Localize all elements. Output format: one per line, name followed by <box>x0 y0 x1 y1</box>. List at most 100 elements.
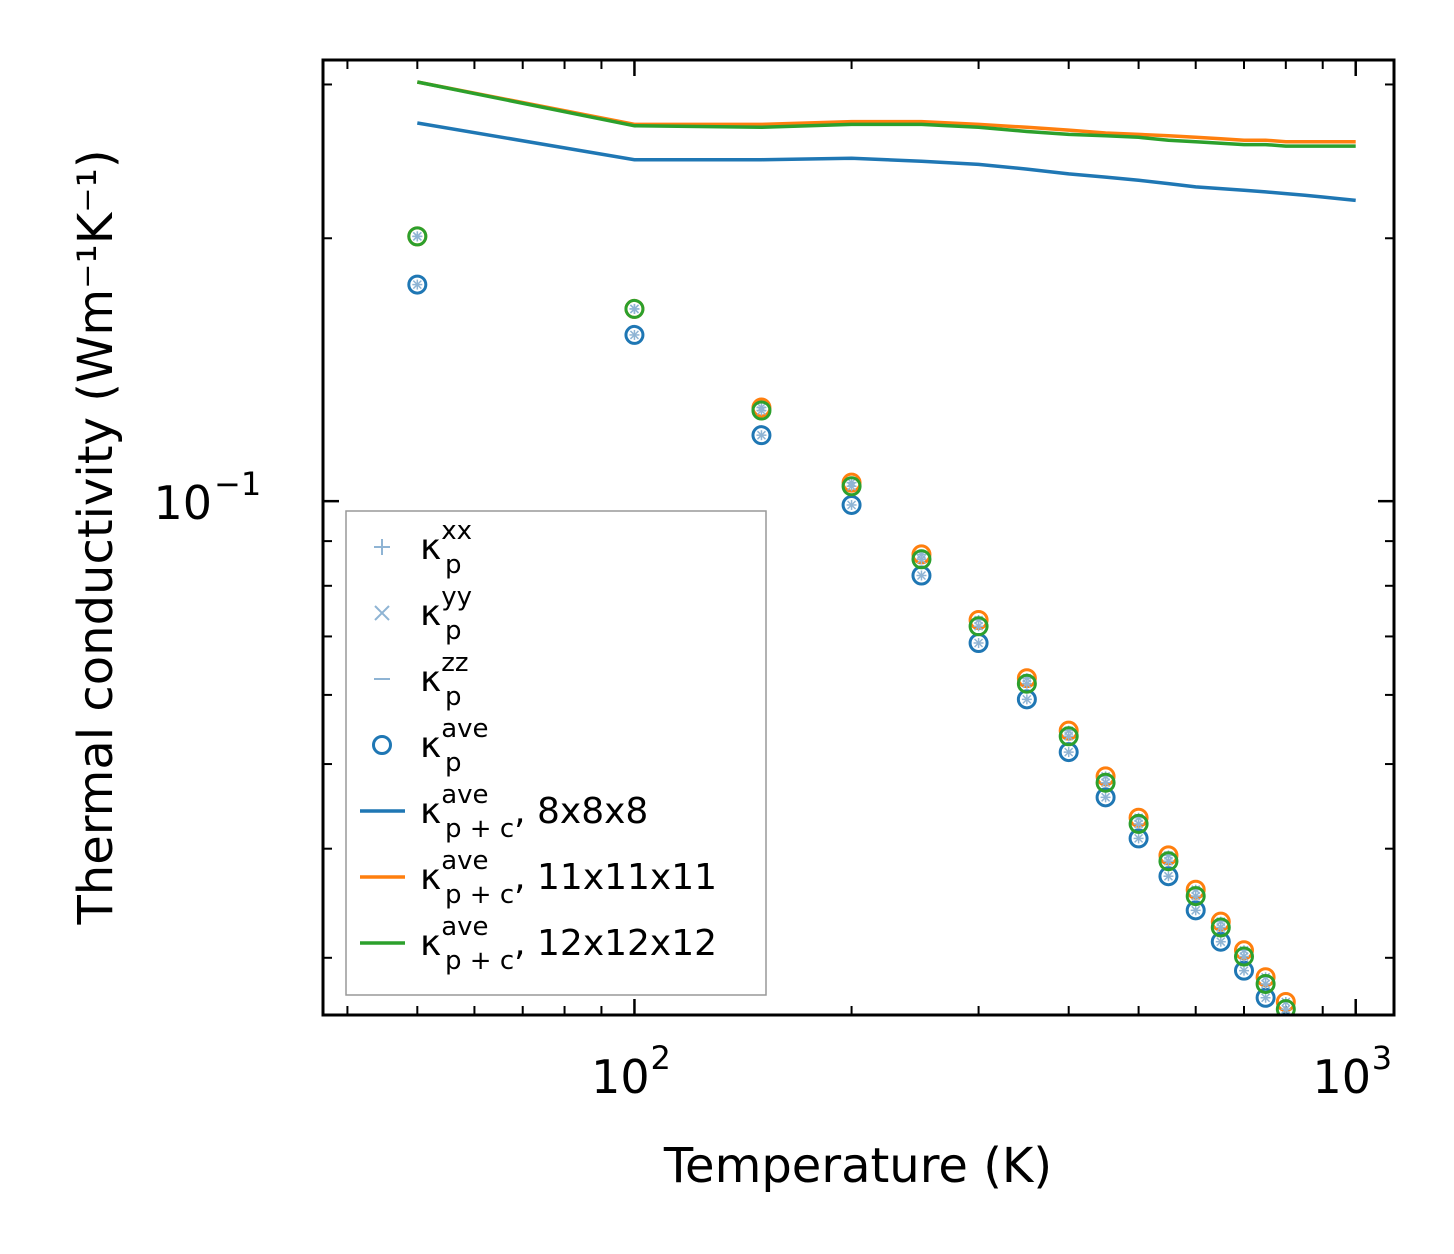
point-kp_ave_12x12x12 <box>841 476 862 497</box>
component-cross-marker <box>1101 778 1111 788</box>
component-cross-marker <box>1301 1021 1309 1029</box>
circle-marker <box>1233 960 1254 981</box>
circle-marker <box>911 549 932 570</box>
plot-frame <box>321 58 1396 1017</box>
component-cross-marker <box>1301 1021 1309 1029</box>
point-kp_ave_8x8x8 <box>407 274 428 295</box>
component-cross-marker <box>1022 679 1032 689</box>
point-kp_ave_12x12x12 <box>1016 673 1037 694</box>
circle-marker <box>1210 931 1231 952</box>
circle-marker <box>1255 987 1276 1008</box>
legend-label: κave p <box>420 714 489 778</box>
legend-entry: κave p + c, 11x11x11 <box>360 846 717 910</box>
point-kp_ave_11x11x11 <box>1296 1017 1313 1034</box>
point-kp_ave_12x12x12 <box>1233 946 1254 967</box>
component-cross-marker <box>629 304 639 314</box>
component-cross-marker <box>1301 1042 1309 1050</box>
component-cross-marker <box>1239 966 1249 976</box>
legend-circle-icon <box>372 735 392 755</box>
x-axis-title: Temperature (K) <box>663 1138 1052 1194</box>
circle-marker <box>624 324 645 345</box>
component-cross-marker <box>847 500 857 510</box>
circle-marker <box>1158 851 1179 872</box>
point-kp_ave_8x8x8 <box>968 632 989 653</box>
circle-marker <box>1296 1017 1313 1034</box>
circle-marker <box>1185 886 1206 907</box>
point-kp_ave_12x12x12 <box>1158 851 1179 872</box>
circle-marker <box>407 226 428 247</box>
circle-marker <box>1058 726 1079 747</box>
circle-marker <box>1158 866 1179 887</box>
legend-label: κyy p <box>420 582 472 646</box>
line-kpc_ave_8x8x8 <box>417 121 1356 203</box>
component-cross-marker <box>1216 922 1226 932</box>
point-kp_ave_12x12x12 <box>1095 772 1116 793</box>
point-kp_ave_12x12x12 <box>1128 813 1149 834</box>
legend-entry: κave p + c, 8x8x8 <box>360 780 648 844</box>
component-cross-marker <box>1191 905 1201 915</box>
circle-marker <box>841 494 862 515</box>
point-kp_ave_12x12x12 <box>968 616 989 637</box>
point-kp_ave_8x8x8 <box>1128 828 1149 849</box>
point-kp_ave_8x8x8 <box>751 425 772 446</box>
component-cross-marker <box>1134 819 1144 829</box>
y-tick-label: 10 <box>153 476 212 530</box>
component-cross-marker <box>1134 833 1144 843</box>
component-cross-marker <box>1191 891 1201 901</box>
point-kp_ave_12x12x12 <box>624 298 645 319</box>
component-cross-marker <box>1064 747 1074 757</box>
point-kp_ave_8x8x8 <box>1095 787 1116 808</box>
legend-label: κave p + c, 8x8x8 <box>420 780 648 844</box>
circle-marker <box>1296 1023 1313 1040</box>
point-kp_ave_8x8x8 <box>1210 931 1231 952</box>
tick-labels: 10 2 10 310 −1 <box>153 465 1392 1104</box>
point-kp_ave_12x12x12 <box>1296 1023 1313 1040</box>
component-cross-marker <box>847 481 857 491</box>
circle-marker <box>1128 813 1149 834</box>
component-cross-marker <box>1282 1018 1290 1026</box>
legend-entry: κyy p <box>374 582 472 646</box>
circle-marker <box>624 298 645 319</box>
component-cross-marker <box>1239 952 1249 962</box>
point-kp_ave_8x8x8 <box>624 324 645 345</box>
component-cross-marker <box>756 430 766 440</box>
component-cross-marker <box>412 280 422 290</box>
circle-marker <box>1095 772 1116 793</box>
component-cross-marker <box>916 570 926 581</box>
legend-entry: κave p + c, 12x12x12 <box>360 912 717 976</box>
point-kp_ave_12x12x12 <box>1185 886 1206 907</box>
circle-marker <box>1275 999 1296 1015</box>
line-kpc_ave_11x11x11 <box>416 80 1356 144</box>
point-kp_ave_8x8x8 <box>1233 960 1254 981</box>
point-kp_ave_8x8x8 <box>1296 1037 1313 1054</box>
circle-marker <box>751 425 772 446</box>
circle-marker <box>1016 673 1037 694</box>
circle-marker <box>1128 828 1149 849</box>
point-kp_ave_12x12x12 <box>911 549 932 570</box>
line-kpc_ave_12x12x12 <box>416 80 1356 148</box>
component-cross-marker <box>1301 1042 1309 1050</box>
component-cross-marker <box>1064 731 1074 741</box>
point-kp_ave_12x12x12 <box>1255 973 1276 994</box>
data-layer <box>407 80 1356 1054</box>
x-tick-label: 10 <box>1312 1050 1371 1104</box>
component-cross-marker <box>1282 1018 1290 1026</box>
point-kp_ave_12x12x12 <box>1275 999 1296 1015</box>
component-cross-marker <box>1261 979 1271 989</box>
component-cross-marker <box>412 231 422 241</box>
point-kp_ave_12x12x12 <box>751 400 772 421</box>
component-cross-marker <box>1101 792 1111 802</box>
y-axis-title: Thermal conductivity (Wm⁻¹K⁻¹) <box>68 149 124 925</box>
component-cross-marker <box>916 554 926 564</box>
component-cross-marker <box>974 638 984 648</box>
y-tick-label-exponent: −1 <box>214 465 261 503</box>
x-tick-label: 10 <box>591 1050 650 1104</box>
point-kp_ave_8x8x8 <box>1255 987 1276 1008</box>
component-cross-marker <box>1022 694 1032 704</box>
legend-label: κave p + c, 12x12x12 <box>420 912 717 976</box>
component-cross-marker <box>1163 856 1173 866</box>
circle-marker <box>1185 900 1206 921</box>
legend-label: κave p + c, 11x11x11 <box>420 846 717 910</box>
